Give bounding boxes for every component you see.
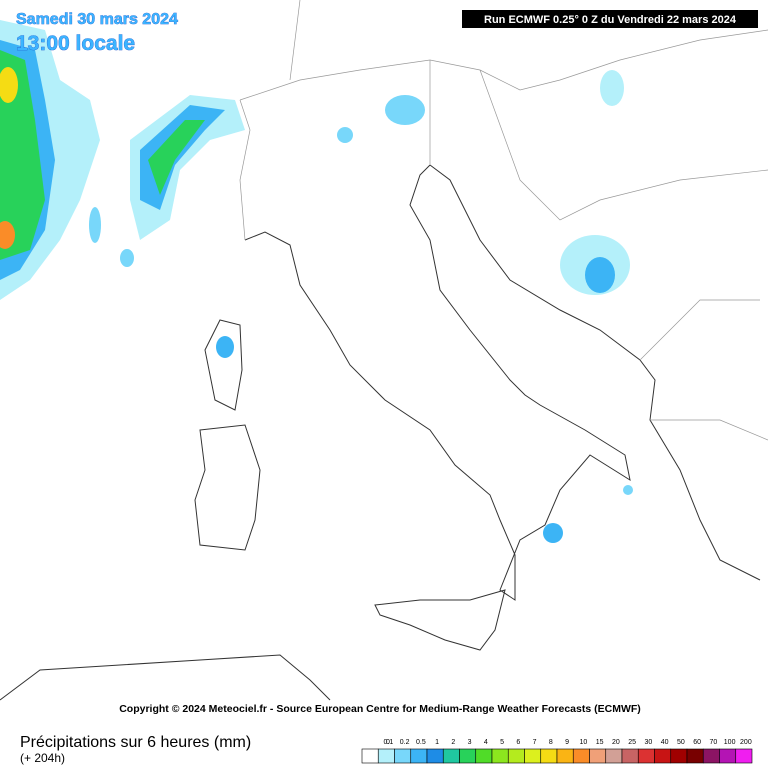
legend-swatch (719, 748, 737, 764)
legend-swatch (702, 748, 720, 764)
legend-swatch (637, 748, 655, 764)
legend-label: 70 (709, 739, 717, 746)
legend-swatch (410, 748, 428, 764)
legend-label: 25 (628, 739, 636, 746)
copyright: Copyright © 2024 Meteociel.fr - Source E… (119, 703, 641, 715)
legend-swatch (377, 748, 395, 764)
footer-subtitle: (+ 204h) (20, 751, 65, 765)
legend-swatch (491, 748, 509, 764)
legend-swatch (621, 748, 639, 764)
legend-label: 1 (435, 739, 439, 746)
legend-label: 0.2 (400, 739, 410, 746)
forecast-time: 13:00 locale (16, 32, 135, 55)
legend-swatch (572, 748, 590, 764)
legend-label: 6 (516, 739, 520, 746)
legend-swatch (426, 748, 444, 764)
legend-label: 2 (451, 739, 455, 746)
legend-swatch (442, 748, 460, 764)
coastlines (0, 164, 761, 701)
legend-label: 9 (565, 739, 569, 746)
legend-label: 10 (579, 739, 587, 746)
legend-swatch (507, 748, 525, 764)
legend-swatch (735, 748, 753, 764)
legend-label: 60 (693, 739, 701, 746)
legend-label: 30 (644, 739, 652, 746)
legend-label: 100 (724, 739, 736, 746)
legend-label: 15 (596, 739, 604, 746)
legend-label: 3 (468, 739, 472, 746)
legend-swatch (686, 748, 704, 764)
borders (239, 0, 768, 441)
legend-swatch (556, 748, 574, 764)
precipitation (0, 20, 633, 543)
legend-label: 0 (386, 739, 390, 746)
legend-swatch (670, 748, 688, 764)
legend-swatch (589, 748, 607, 764)
legend-label: 7 (533, 739, 537, 746)
legend-swatch (361, 748, 379, 764)
run-label: Run ECMWF 0.25° 0 Z du Vendredi 22 mars … (484, 14, 737, 26)
legend-label: 8 (549, 739, 553, 746)
legend-label: 50 (677, 739, 685, 746)
run-box (462, 10, 758, 28)
legend-swatch (654, 748, 672, 764)
legend-label: 20 (612, 739, 620, 746)
legend: 00.1 0.2 0.5 1 2 3 4 5 6 7 8 9 10 15 20 25 30 40 50 60 70 100… (361, 739, 753, 764)
legend-swatch (459, 748, 477, 764)
legend-swatch (475, 748, 493, 764)
legend-swatch (540, 748, 558, 764)
legend-swatch (524, 748, 542, 764)
legend-swatch (605, 748, 623, 764)
legend-label: 40 (661, 739, 669, 746)
footer-title: Précipitations sur 6 heures (mm) (20, 734, 251, 751)
legend-label: 0.1 (384, 739, 394, 746)
legend-label: 4 (484, 739, 488, 746)
legend-label: 200 (740, 739, 752, 746)
forecast-date: Samedi 30 mars 2024 (16, 11, 178, 28)
legend-label: 0.5 (416, 739, 426, 746)
legend-swatch (394, 748, 412, 764)
legend-label: 5 (500, 739, 504, 746)
